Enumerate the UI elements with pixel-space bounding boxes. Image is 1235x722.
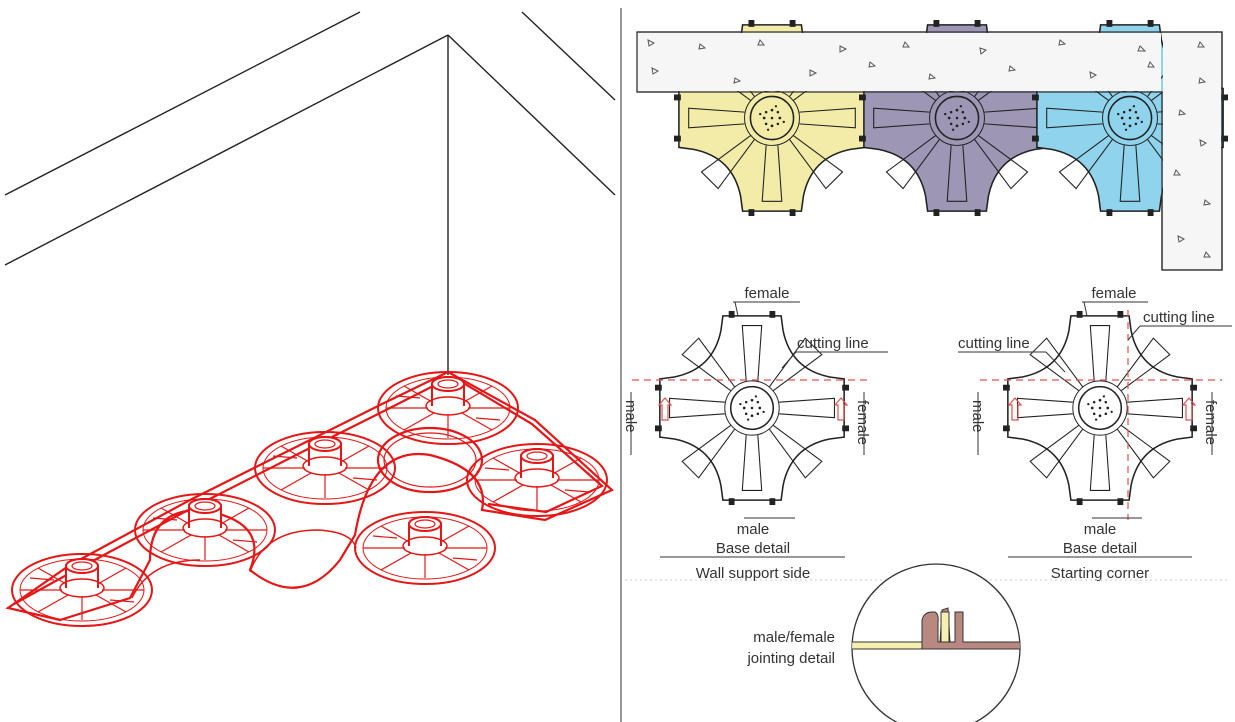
base-detail-starting-corner: female cutting line cutting line male fe… <box>958 285 1232 582</box>
isometric-base-layout <box>5 370 614 622</box>
detail-title: Base detail <box>1063 540 1137 557</box>
insert-arrow <box>657 397 849 421</box>
jointing-detail: male/female jointing detail <box>746 563 1021 722</box>
label-female-top: female <box>744 285 789 302</box>
detail-subtitle: Starting corner <box>1051 565 1149 582</box>
label-male-left: male <box>969 400 986 433</box>
label-male-bottom: male <box>1084 521 1117 538</box>
label-cutting-line-left: cutting line <box>958 335 1030 352</box>
isometric-view <box>4 11 616 627</box>
label-female-right: female <box>1202 400 1219 445</box>
isometric-pod <box>254 431 396 505</box>
label-female-top: female <box>1091 285 1136 302</box>
insert-arrow <box>1007 397 1197 421</box>
detail-subtitle: Wall support side <box>696 565 811 582</box>
label-male-bottom: male <box>737 521 770 538</box>
label-cutting-line: cutting line <box>797 335 869 352</box>
isometric-pod <box>466 443 608 517</box>
label-male-left: male <box>622 400 639 433</box>
isometric-pod <box>354 511 496 585</box>
label-female-right: female <box>854 400 871 445</box>
isometric-pod <box>377 371 519 445</box>
jointing-label-line1: male/female <box>753 629 835 646</box>
room-edges <box>4 11 616 375</box>
wall-plan <box>636 19 1229 271</box>
base-detail-wall-support: female cutting line male female male Bas… <box>622 285 888 582</box>
label-cutting-line-top: cutting line <box>1143 309 1215 326</box>
male-strip <box>852 641 929 650</box>
jointing-label-line2: jointing detail <box>746 650 835 667</box>
detail-title: Base detail <box>716 540 790 557</box>
isometric-pod <box>134 493 276 567</box>
isometric-pod <box>11 553 153 627</box>
